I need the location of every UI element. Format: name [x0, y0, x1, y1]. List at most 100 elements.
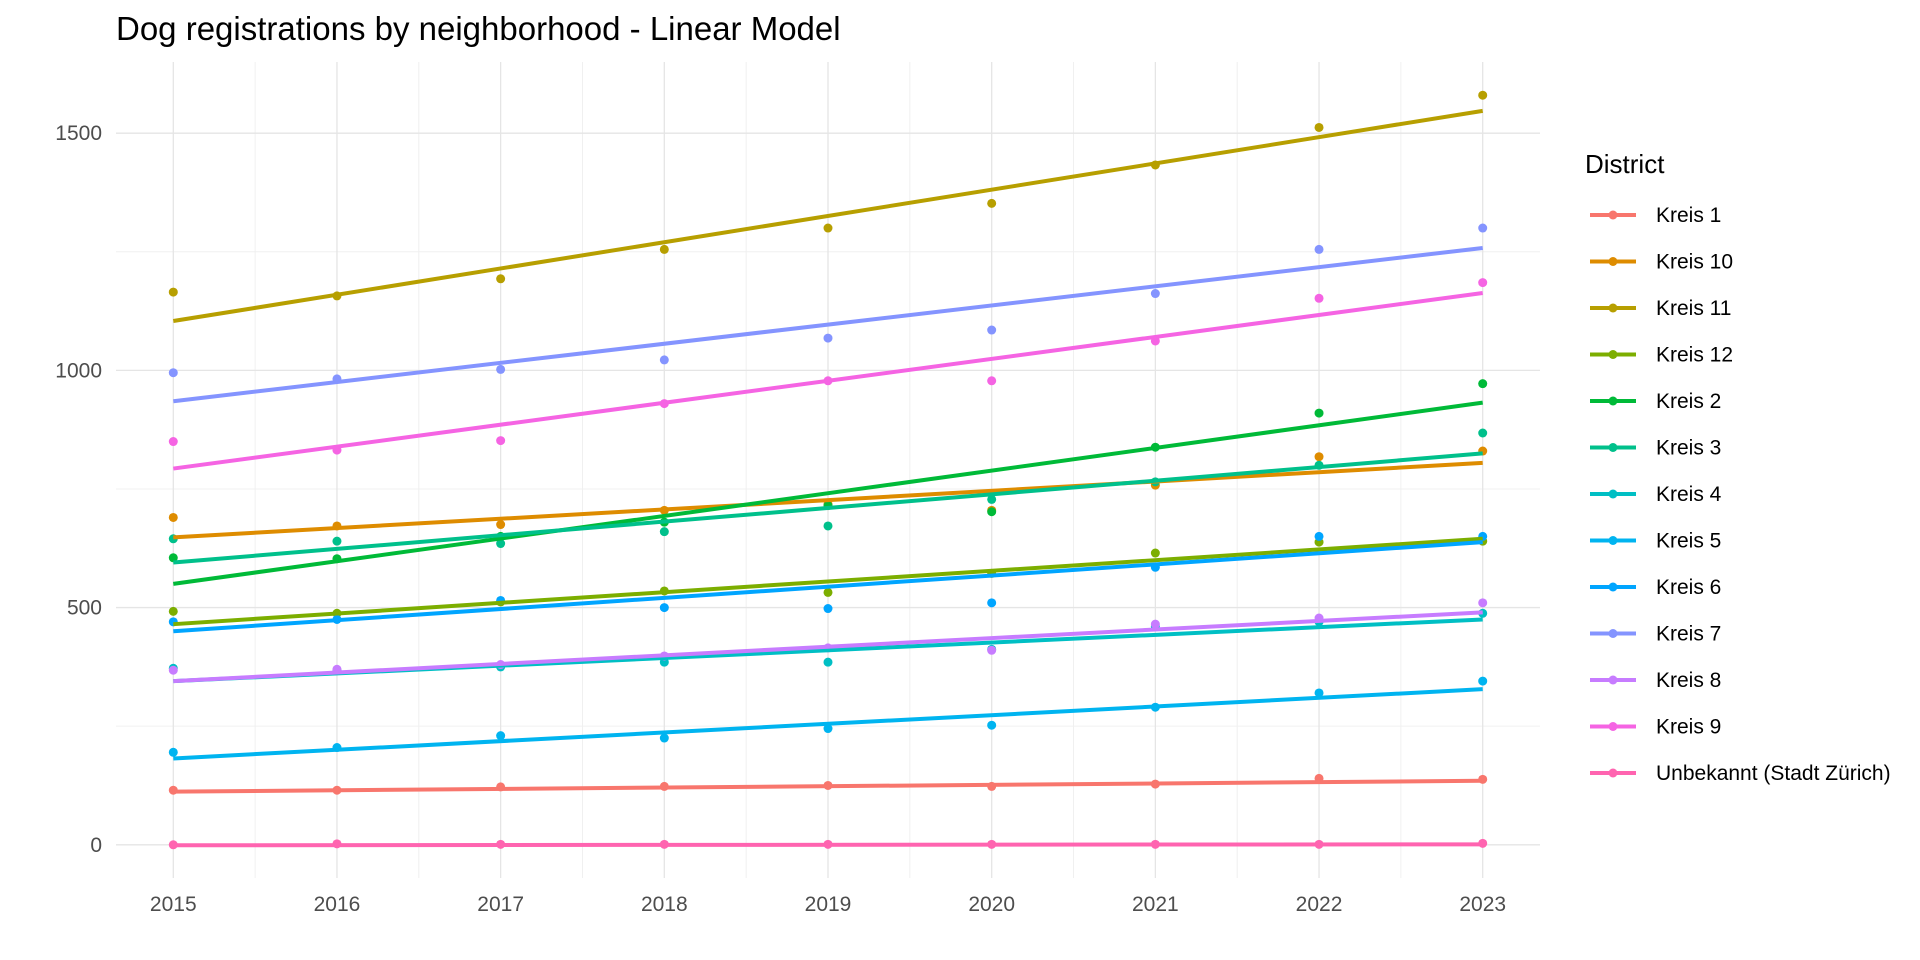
legend-key-point — [1608, 536, 1618, 545]
data-point — [823, 587, 833, 597]
data-point — [823, 223, 833, 233]
y-tick-label: 1000 — [55, 359, 102, 382]
data-point — [1478, 676, 1488, 686]
legend-label: Kreis 9 — [1656, 716, 1721, 739]
data-point — [496, 731, 506, 741]
x-tick-label: 2018 — [641, 893, 688, 916]
data-point — [168, 437, 178, 447]
data-point — [1314, 244, 1324, 254]
legend-item: Unbekannt (Stadt Zürich) — [1590, 762, 1891, 785]
fit-line — [173, 451, 1483, 565]
data-point — [987, 494, 997, 504]
data-point — [1314, 408, 1324, 418]
legend-item: Kreis 1 — [1590, 204, 1721, 227]
fit-line — [173, 687, 1483, 761]
legend-item: Kreis 6 — [1590, 576, 1721, 599]
data-point — [1314, 531, 1324, 541]
legend-key-point — [1608, 257, 1618, 266]
legend-key-point — [1608, 722, 1618, 731]
fit-line — [173, 778, 1483, 794]
legend-label: Kreis 3 — [1656, 437, 1721, 460]
fit-line — [173, 610, 1483, 684]
x-tick-label: 2022 — [1296, 893, 1343, 916]
data-point — [659, 603, 669, 613]
data-point — [1478, 598, 1488, 608]
legend: District Kreis 1 Kreis 10 Kreis 11 Kreis 12… — [1585, 149, 1891, 785]
legend-label: Kreis 2 — [1656, 390, 1721, 413]
legend-label: Kreis 10 — [1656, 251, 1733, 274]
legend-item: Kreis 12 — [1590, 344, 1733, 367]
data-point — [496, 436, 506, 446]
fit-line — [173, 536, 1483, 627]
legend-item: Kreis 10 — [1590, 251, 1733, 274]
data-point — [496, 539, 506, 549]
x-tick-label: 2016 — [314, 893, 361, 916]
data-point — [987, 598, 997, 608]
legend-key-point — [1608, 675, 1618, 685]
series-layer — [168, 90, 1488, 850]
legend-key-point — [1608, 396, 1618, 406]
data-point — [987, 507, 997, 517]
data-point — [659, 527, 669, 537]
fit-line — [172, 108, 1484, 324]
data-point — [987, 198, 997, 208]
y-tick-label: 1500 — [55, 122, 102, 145]
legend-key-point — [1608, 210, 1618, 220]
data-point — [168, 747, 178, 757]
data-point — [496, 364, 506, 374]
data-point — [1150, 289, 1160, 299]
data-point — [1150, 548, 1160, 558]
data-point — [823, 604, 833, 614]
legend-label: Kreis 5 — [1656, 530, 1721, 553]
data-point — [1478, 428, 1488, 438]
data-point — [1150, 619, 1160, 629]
data-point — [168, 368, 178, 378]
legend-title: District — [1585, 149, 1665, 179]
y-tick-label: 0 — [90, 834, 102, 857]
data-point — [1314, 293, 1324, 303]
chart-title: Dog registrations by neighborhood - Line… — [116, 10, 841, 47]
legend-label: Kreis 6 — [1656, 576, 1721, 599]
data-point — [496, 520, 506, 530]
fit-line — [173, 400, 1483, 586]
data-point — [168, 287, 178, 297]
data-point — [1314, 122, 1324, 132]
data-point — [659, 733, 669, 743]
data-point — [168, 553, 178, 563]
data-point — [332, 536, 342, 546]
legend-key-point — [1608, 350, 1618, 359]
fit-line — [173, 460, 1483, 540]
legend-item: Kreis 8 — [1590, 669, 1721, 692]
data-point — [987, 720, 997, 730]
axis-ticks: 2015 2016 2017 2018 2019 2020 2021 2022 2023 0 500… — [55, 122, 1506, 916]
legend-label: Kreis 7 — [1656, 623, 1721, 646]
legend-label: Kreis 8 — [1656, 669, 1721, 692]
fit-line — [173, 291, 1483, 471]
x-tick-label: 2015 — [150, 893, 197, 916]
data-point — [496, 274, 506, 284]
data-point — [168, 512, 178, 522]
data-point — [823, 333, 833, 343]
legend-key-point — [1608, 768, 1618, 778]
legend-label: Kreis 12 — [1656, 344, 1733, 367]
legend-item: Kreis 9 — [1590, 716, 1721, 739]
data-point — [823, 657, 833, 667]
data-point — [987, 325, 997, 335]
data-point — [823, 724, 833, 734]
data-point — [987, 645, 997, 655]
data-point — [1478, 278, 1488, 288]
legend-item: Kreis 7 — [1590, 623, 1721, 646]
x-tick-label: 2021 — [1132, 893, 1179, 916]
legend-label: Unbekannt (Stadt Zürich) — [1656, 762, 1891, 785]
data-point — [1314, 688, 1324, 698]
data-point — [823, 521, 833, 531]
legend-label: Kreis 4 — [1656, 483, 1722, 506]
data-point — [659, 355, 669, 365]
data-point — [1478, 379, 1488, 389]
legend-key-point — [1608, 303, 1618, 313]
x-tick-label: 2020 — [968, 893, 1015, 916]
data-point — [1478, 223, 1488, 233]
y-tick-label: 500 — [67, 597, 102, 620]
